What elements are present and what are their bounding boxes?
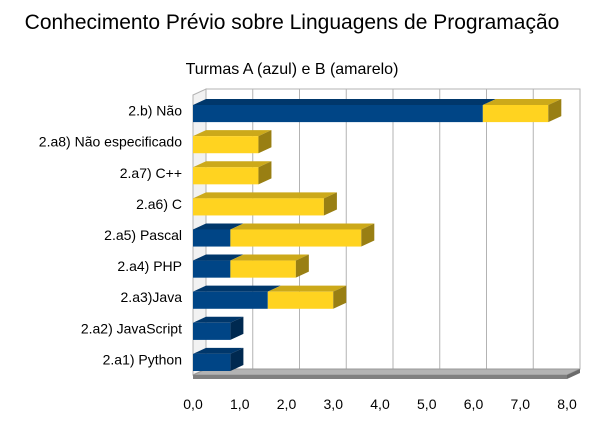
tick-label: 0,0 [183, 396, 203, 412]
tick-label: 5,0 [417, 396, 437, 412]
category-label: 2.b) Não [128, 103, 182, 119]
bar-top [267, 285, 347, 292]
bar [193, 105, 483, 123]
category-label: 2.a8) Não especificado [39, 134, 182, 150]
chart-subtitle: Turmas A (azul) e B (amarelo) [186, 61, 399, 78]
tick-label: 7,0 [511, 396, 531, 412]
category-label: 2.a1) Python [103, 351, 182, 367]
bar-top [193, 347, 244, 354]
bar-top [230, 223, 375, 230]
tick-label: 1,0 [230, 396, 250, 412]
bar-top [193, 316, 244, 323]
category-label: 2.a6) C [136, 196, 182, 212]
tick-label: 3,0 [324, 396, 344, 412]
bar [230, 229, 362, 247]
category-label: 2.a2) JavaScript [81, 320, 182, 336]
category-label: 2.a4) PHP [117, 258, 182, 274]
bar [193, 291, 268, 309]
tick-label: 8,0 [557, 396, 577, 412]
chart-title: Conhecimento Prévio sobre Linguagens de … [25, 11, 560, 34]
plot-area: 2.b) Não 2.a8) Não especificado 2.a7) C++ 2… [39, 88, 581, 412]
bar [230, 260, 296, 278]
tick-label: 4,0 [370, 396, 390, 412]
tick-label: 2,0 [277, 396, 297, 412]
bar-end [258, 161, 272, 185]
bar [267, 291, 334, 309]
bar [193, 322, 231, 340]
category-label: 2.a7) C++ [120, 165, 182, 181]
bar-end [230, 316, 244, 340]
bar-end [295, 254, 309, 278]
bar-end [323, 192, 337, 216]
bar-top [193, 223, 244, 230]
bar [193, 167, 259, 185]
floor-top [192, 368, 581, 376]
bar-end [333, 285, 347, 309]
tick-label: 6,0 [464, 396, 484, 412]
bar [193, 198, 324, 216]
bar-end [361, 223, 375, 247]
floor-side [567, 369, 580, 379]
category-label: 2.a5) Pascal [104, 227, 182, 243]
bar-top [193, 254, 244, 261]
bar-end [230, 347, 244, 371]
bar [482, 105, 549, 123]
bar-top [193, 130, 272, 137]
bar-top [482, 99, 562, 105]
bar-end [258, 130, 272, 154]
bar-top [193, 99, 496, 105]
bar-top [230, 254, 309, 261]
bar [193, 136, 259, 154]
floor-front [193, 375, 567, 379]
bar-top [193, 161, 272, 168]
bar [193, 260, 231, 278]
category-label: 2.a3)Java [121, 289, 183, 305]
bar [193, 229, 231, 247]
bar-end [548, 99, 562, 123]
bar [193, 353, 231, 371]
bar-top [193, 285, 281, 292]
bar-top [193, 192, 337, 199]
